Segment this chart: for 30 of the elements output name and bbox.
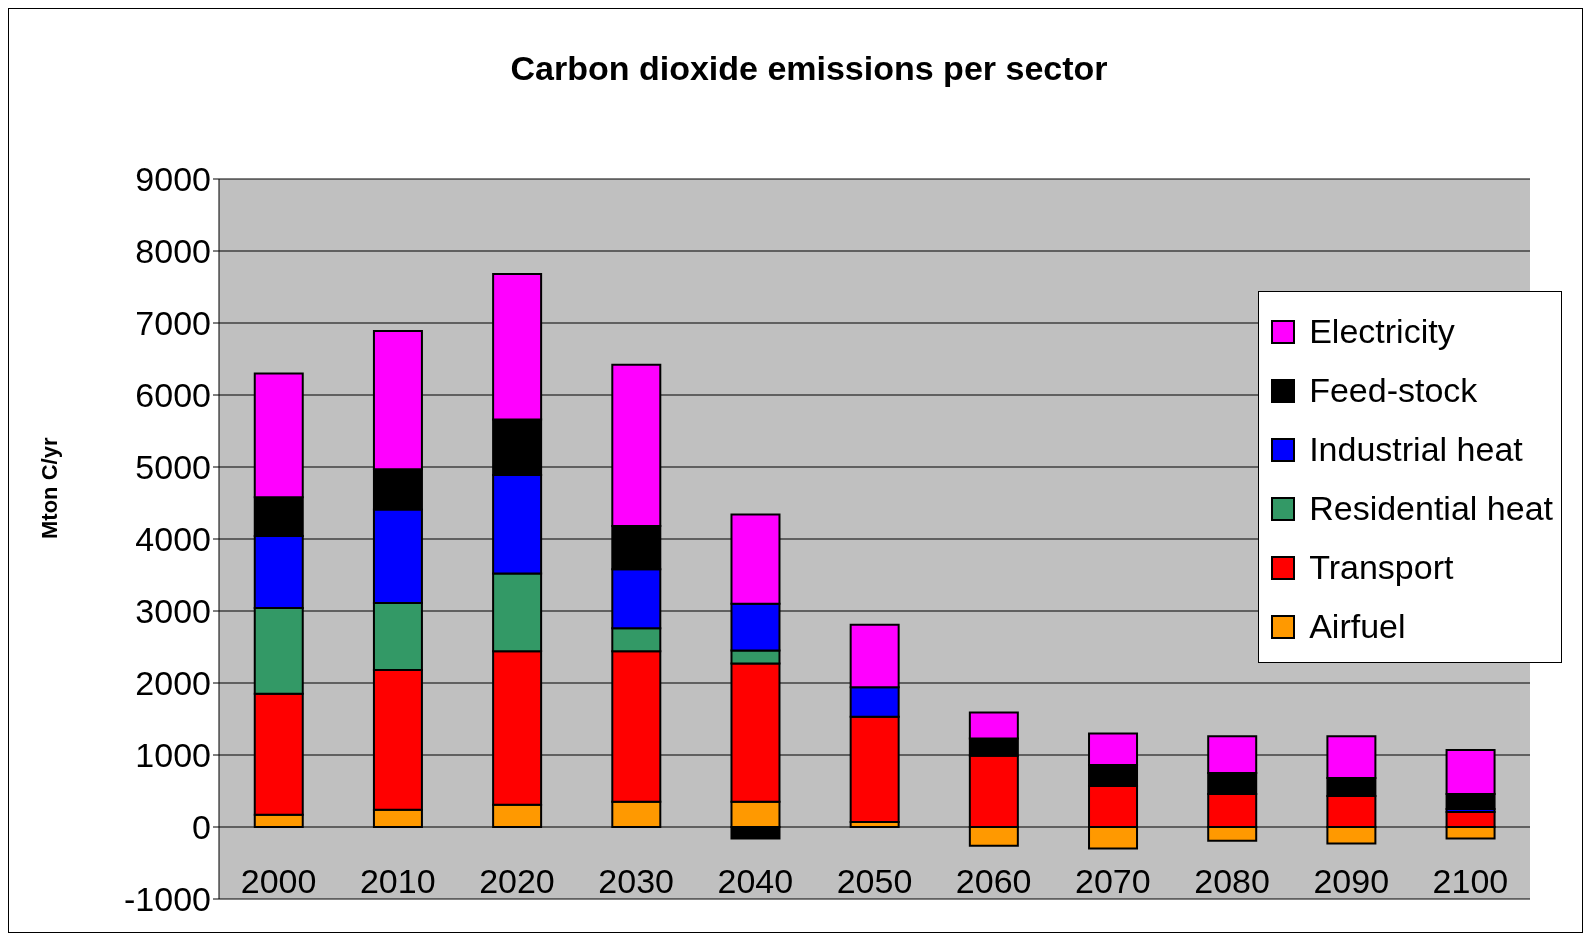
- legend-label: Electricity: [1309, 312, 1455, 351]
- chart-title: Carbon dioxide emissions per sector: [509, 49, 1109, 88]
- x-tick-label: 2030: [598, 862, 674, 900]
- y-tick-label: 2000: [135, 664, 211, 703]
- y-tick-label: 3000: [135, 592, 211, 631]
- x-tick-label: 2050: [836, 862, 913, 900]
- y-tick-label: 0: [192, 808, 211, 847]
- y-axis-title: Mton C/yr: [36, 437, 62, 539]
- x-tick-label: 2000: [240, 862, 317, 900]
- y-tick-label: -1000: [124, 880, 211, 919]
- x-tick-label: 2090: [1313, 862, 1390, 900]
- x-tick-label: 2010: [359, 862, 436, 900]
- y-tick-label: 6000: [135, 376, 211, 415]
- y-tick-label: 7000: [135, 304, 211, 343]
- legend-label: Transport: [1309, 548, 1454, 587]
- legend-label: Residential heat: [1309, 489, 1553, 528]
- y-tick-label: 8000: [135, 232, 211, 271]
- legend-label: Airfuel: [1309, 607, 1406, 646]
- y-tick-label: 5000: [135, 448, 211, 487]
- x-tick-label: 2070: [1075, 862, 1151, 900]
- x-tick-label: 2080: [1194, 862, 1270, 900]
- x-tick-label: 2060: [955, 862, 1032, 900]
- legend-label: Feed-stock: [1309, 371, 1478, 410]
- x-tick-label: 2040: [717, 862, 794, 900]
- y-tick-label: 4000: [135, 520, 211, 559]
- y-tick-label: 1000: [135, 736, 211, 775]
- x-tick-label: 2100: [1432, 862, 1509, 900]
- legend-label: Industrial heat: [1309, 430, 1523, 469]
- x-tick-label: 2020: [479, 862, 555, 900]
- y-tick-label: 9000: [135, 160, 211, 199]
